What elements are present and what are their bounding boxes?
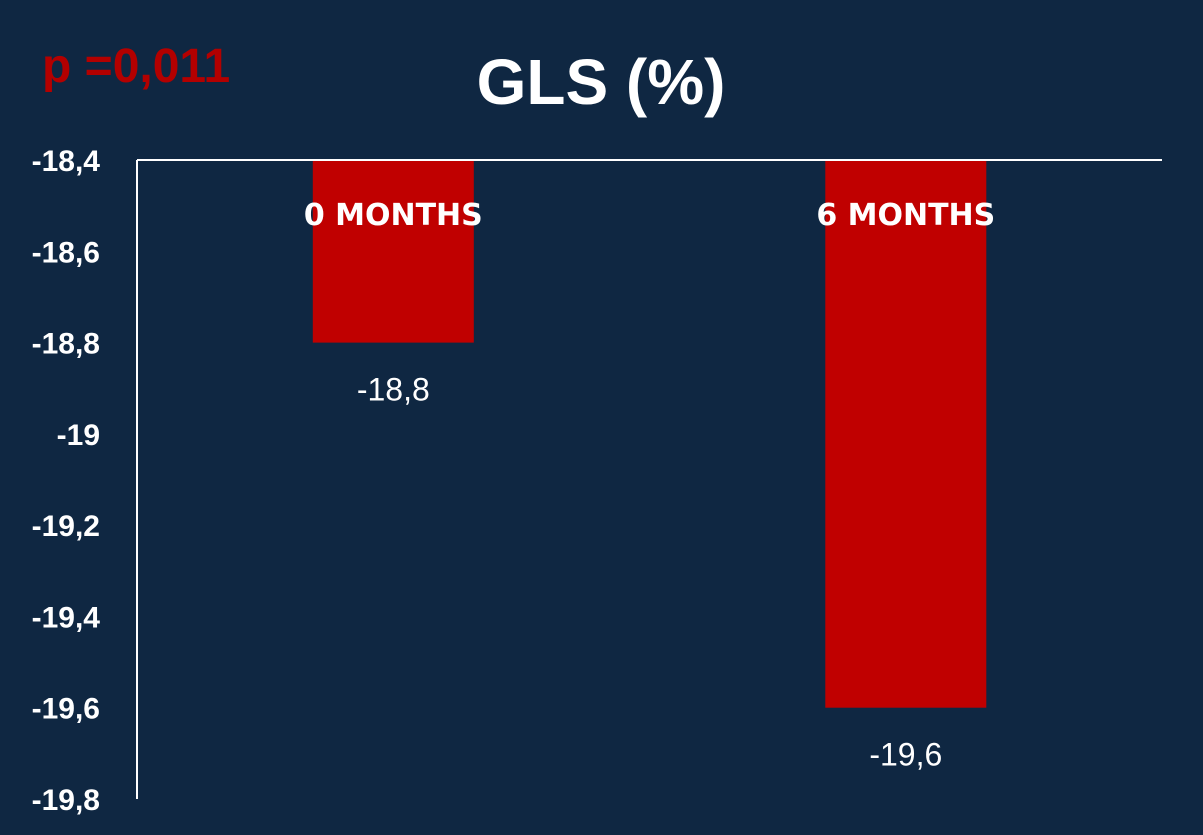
bars-group: [312, 160, 987, 708]
y-tick-label-6: -19,4: [32, 601, 101, 634]
y-tick-label-5: -19,2: [32, 510, 100, 543]
y-tick-label-1: -18,4: [32, 145, 101, 178]
y-tick-label-8: -19,8: [32, 784, 100, 817]
y-tick-labels: -18,4 -18,6 -18,8 -19 -19,2 -19,4 -19,6 -19,8: [32, 145, 101, 817]
data-label-1: -18,8: [357, 372, 430, 408]
bar-1: [312, 160, 474, 343]
p-value-annotation: p =0,011: [42, 40, 230, 93]
category-labels: 0 MONTHS 6 MONTHS: [304, 198, 995, 233]
bar-2: [825, 160, 987, 708]
y-tick-label-2: -18,6: [32, 236, 100, 269]
axes-group: [136, 159, 1162, 799]
data-labels: -18,8 -19,6: [357, 372, 942, 773]
category-label-2: 6 MONTHS: [816, 198, 995, 233]
chart-title: GLS (%): [477, 46, 726, 118]
y-tick-label-4: -19: [57, 419, 100, 452]
data-label-2: -19,6: [869, 737, 942, 773]
y-tick-label-7: -19,6: [32, 693, 100, 726]
y-tick-label-3: -18,8: [32, 328, 100, 361]
category-label-1: 0 MONTHS: [304, 198, 483, 233]
